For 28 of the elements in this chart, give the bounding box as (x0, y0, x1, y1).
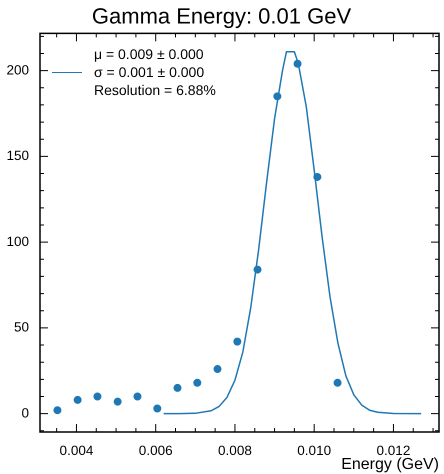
x-axis-title: Energy (GeV) (341, 456, 439, 473)
point (53, 406, 62, 414)
point (173, 384, 182, 392)
x-tick-label: 0.004 (60, 442, 94, 458)
x-tick-label: 0.006 (138, 442, 173, 458)
point (313, 172, 322, 181)
chart-title: Gamma Energy: 0.01 GeV (92, 3, 352, 28)
point (254, 266, 262, 274)
x-tick-label: 0.012 (376, 442, 410, 458)
point (233, 338, 242, 346)
point (273, 92, 282, 100)
y-tick-label: 200 (6, 62, 29, 78)
x-tick-label: 0.008 (218, 442, 252, 458)
point (133, 392, 142, 400)
point (294, 60, 302, 68)
point (74, 396, 82, 404)
point (153, 404, 162, 413)
y-tick-label: 0 (21, 405, 29, 420)
y-tick-label: 150 (6, 148, 29, 164)
point (93, 392, 102, 400)
point (193, 378, 202, 387)
point (114, 398, 122, 406)
legend-label: μ = 0.009 ± 0.000 σ = 0.001 ± 0.000 Resolution = 6.88% (94, 45, 216, 100)
y-tick-label: 50 (14, 320, 29, 335)
x-tick-label: 0.010 (297, 442, 332, 458)
point (214, 365, 222, 374)
y-tick-label: 100 (6, 234, 29, 249)
point (334, 378, 342, 387)
